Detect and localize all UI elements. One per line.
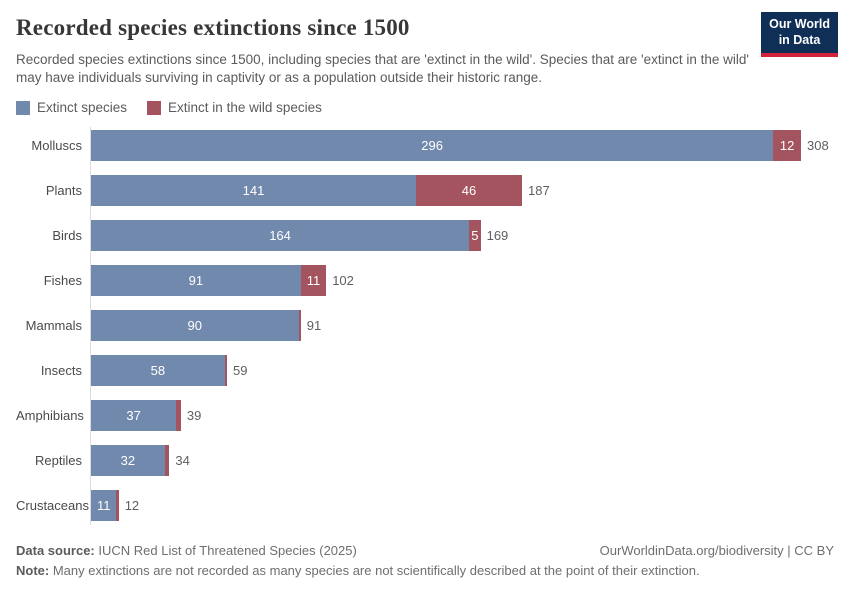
bar-segment-extinct[interactable]: 58 — [91, 355, 225, 387]
category-label: Molluscs — [31, 138, 82, 154]
bar-total-label: 169 — [486, 228, 509, 244]
bar-stack: 37 39 — [90, 400, 834, 432]
owid-logo-line2: in Data — [778, 32, 821, 47]
bar-total-label: 34 — [175, 453, 190, 469]
bar-stack: 164 5 169 — [90, 220, 834, 252]
bar-segment-extinct[interactable]: 296 — [91, 130, 774, 162]
bar-segment-extinct-in-wild[interactable] — [298, 310, 301, 342]
bar-segment-extinct-in-wild[interactable] — [224, 355, 227, 387]
y-axis-line — [90, 127, 91, 526]
bar-total-label: 39 — [186, 408, 202, 424]
bar-segment-extinct-in-wild[interactable]: 46 — [416, 175, 522, 207]
bar-value-label: 46 — [461, 183, 477, 199]
data-source-label: Data source: — [16, 543, 95, 559]
bar-segment-extinct[interactable]: 32 — [91, 445, 165, 477]
bar-segment-extinct[interactable]: 90 — [91, 310, 299, 342]
legend-item-extinct-in-the-wild-species[interactable]: Extinct in the wild species — [147, 100, 322, 115]
legend-label: Extinct in the wild species — [168, 100, 322, 116]
chart-row: Plants 141 46 187 — [16, 175, 834, 207]
chart-header: Recorded species extinctions since 1500 … — [16, 12, 838, 115]
bar-stack: 90 91 — [90, 310, 834, 342]
bar-value-label: 12 — [779, 138, 795, 154]
bar-segment-extinct[interactable]: 11 — [91, 490, 117, 522]
bar-segment-extinct[interactable]: 164 — [91, 220, 470, 252]
bar-segment-extinct-in-wild[interactable]: 11 — [300, 265, 327, 297]
chart-row: Mammals 90 91 — [16, 310, 834, 342]
owid-logo: Our World in Data — [761, 12, 838, 58]
bar-value-label: 141 — [242, 183, 265, 199]
bar-total-label: 59 — [232, 363, 248, 379]
chart-row: Birds 164 5 169 — [16, 220, 834, 252]
bar-value-label: 296 — [421, 138, 443, 154]
legend-swatch-icon — [16, 100, 30, 115]
bar-value-label: 91 — [188, 273, 204, 289]
bar-segment-extinct[interactable]: 37 — [91, 400, 177, 432]
legend: Extinct species Extinct in the wild speci… — [16, 100, 834, 115]
data-source-text: IUCN Red List of Threatened Species (202… — [94, 543, 357, 559]
note-text: Many extinctions are not recorded as man… — [49, 563, 700, 579]
bar-value-label: 90 — [187, 318, 202, 334]
chart-row: Fishes 91 11 102 — [16, 265, 834, 297]
bar-segment-extinct-in-wild[interactable] — [176, 400, 181, 432]
bar-segment-extinct[interactable]: 91 — [91, 265, 301, 297]
bar-total-label: 308 — [806, 138, 829, 154]
page-title: Recorded species extinctions since 1500 — [16, 15, 410, 40]
bar-value-label: 5 — [471, 228, 479, 244]
note-label: Note: — [16, 563, 50, 579]
chart-row: Crustaceans 11 12 — [16, 490, 834, 522]
bar-value-label: 11 — [306, 273, 321, 289]
legend-swatch-icon — [147, 100, 162, 115]
bar-total-label: 187 — [528, 183, 550, 199]
category-label: Reptiles — [35, 453, 82, 469]
bar-value-label: 37 — [126, 408, 141, 424]
chart-footer: Data source: IUCN Red List of Threatened… — [16, 543, 834, 578]
bar-segment-extinct-in-wild[interactable]: 5 — [469, 220, 481, 252]
bar-stack: 296 12 308 — [90, 130, 834, 162]
bar-stack: 91 11 102 — [90, 265, 834, 297]
data-source: Data source: IUCN Red List of Threatened… — [16, 543, 357, 558]
category-label: Fishes — [43, 273, 82, 289]
category-label: Plants — [45, 183, 82, 199]
category-label: Amphibians — [16, 408, 84, 424]
citation-link[interactable]: OurWorldinData.org/biodiversity | CC BY — [599, 543, 834, 559]
bar-stack: 32 34 — [90, 445, 834, 477]
note: Note: Many extinctions are not recorded … — [16, 563, 834, 578]
bar-segment-extinct-in-wild[interactable] — [116, 490, 119, 522]
bar-total-label: 12 — [124, 498, 140, 514]
legend-label: Extinct species — [37, 100, 128, 116]
category-label: Insects — [40, 363, 82, 379]
bar-total-label: 102 — [332, 273, 354, 289]
bar-segment-extinct-in-wild[interactable] — [164, 445, 170, 477]
category-label: Mammals — [25, 318, 82, 334]
bar-segment-extinct-in-wild[interactable]: 12 — [773, 130, 801, 162]
bar-total-label: 91 — [306, 318, 322, 334]
bar-value-label: 11 — [96, 498, 111, 514]
bar-value-label: 32 — [120, 453, 136, 469]
bar-segment-extinct[interactable]: 141 — [91, 175, 416, 207]
bar-stack: 141 46 187 — [90, 175, 834, 207]
owid-logo-line1: Our World — [769, 17, 830, 31]
chart-subtitle: Recorded species extinctions since 1500,… — [16, 51, 749, 85]
bar-value-label: 164 — [269, 228, 291, 244]
legend-item-extinct-species[interactable]: Extinct species — [16, 100, 127, 115]
category-label: Birds — [52, 228, 82, 244]
bar-value-label: 58 — [150, 363, 166, 379]
chart-row: Amphibians 37 39 — [16, 400, 834, 432]
category-label: Crustaceans — [16, 498, 89, 514]
bar-stack: 11 12 — [90, 490, 834, 522]
chart-row: Molluscs 296 12 308 — [16, 130, 834, 162]
chart-row: Reptiles 32 34 — [16, 445, 834, 477]
stacked-bar-chart: Molluscs 296 12 308 Plants 141 46 187 Birds 164 5 1… — [16, 127, 834, 526]
bar-stack: 58 59 — [90, 355, 834, 387]
chart-row: Insects 58 59 — [16, 355, 834, 387]
